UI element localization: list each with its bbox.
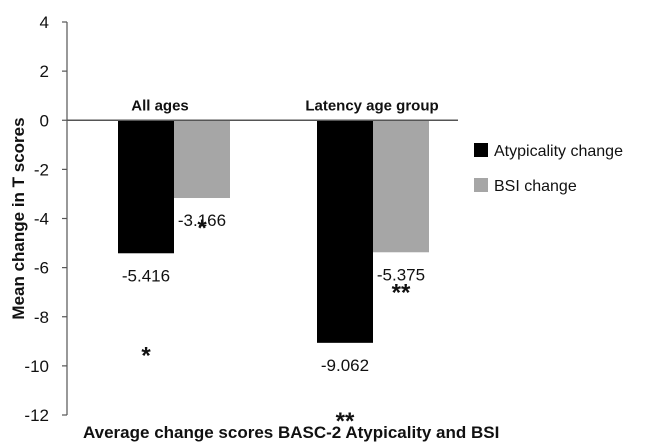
y-tick-label: -12 (24, 406, 49, 425)
category-labels: All ages Latency age group (131, 97, 438, 114)
data-labels: -5.416 -3.166 -9.062 -5.375 (122, 211, 425, 375)
y-tick-label: 0 (40, 111, 49, 130)
significance-marker: ** (392, 279, 411, 306)
y-tick-label: -10 (24, 357, 49, 376)
data-label: -5.375 (377, 265, 425, 284)
legend-swatch (474, 178, 488, 192)
data-label: -9.062 (321, 356, 369, 375)
legend-swatch (474, 143, 488, 157)
significance-marker: * (197, 215, 207, 242)
y-tick-label: 2 (40, 62, 49, 81)
legend-label: Atypicality change (494, 143, 623, 160)
bar (118, 120, 174, 254)
data-label: -5.416 (122, 266, 170, 285)
significance-marker: ** (336, 408, 355, 435)
bar (373, 120, 429, 253)
y-tick-label: 4 (40, 13, 49, 32)
y-tick-label: -2 (34, 160, 49, 179)
y-tick-labels: 4 2 0 -2 -4 -6 -8 -10 -12 (24, 13, 49, 425)
significance-marker: * (141, 342, 151, 369)
y-axis (62, 21, 68, 416)
bar (174, 120, 230, 199)
x-axis-label: Average change scores BASC-2 Atypicality… (83, 423, 499, 442)
y-tick-label: -8 (34, 308, 49, 327)
legend-label: BSI change (494, 178, 577, 195)
category-label: All ages (131, 97, 189, 114)
bar (317, 120, 373, 343)
data-label: -3.166 (178, 211, 226, 230)
legend: Atypicality change BSI change (474, 143, 623, 195)
bars (118, 120, 429, 343)
y-axis-label: Mean change in T scores (9, 117, 28, 319)
y-tick-label: -4 (34, 210, 49, 229)
y-tick-label: -6 (34, 259, 49, 278)
category-label: Latency age group (305, 97, 438, 114)
significance-markers: ****** (141, 215, 411, 435)
